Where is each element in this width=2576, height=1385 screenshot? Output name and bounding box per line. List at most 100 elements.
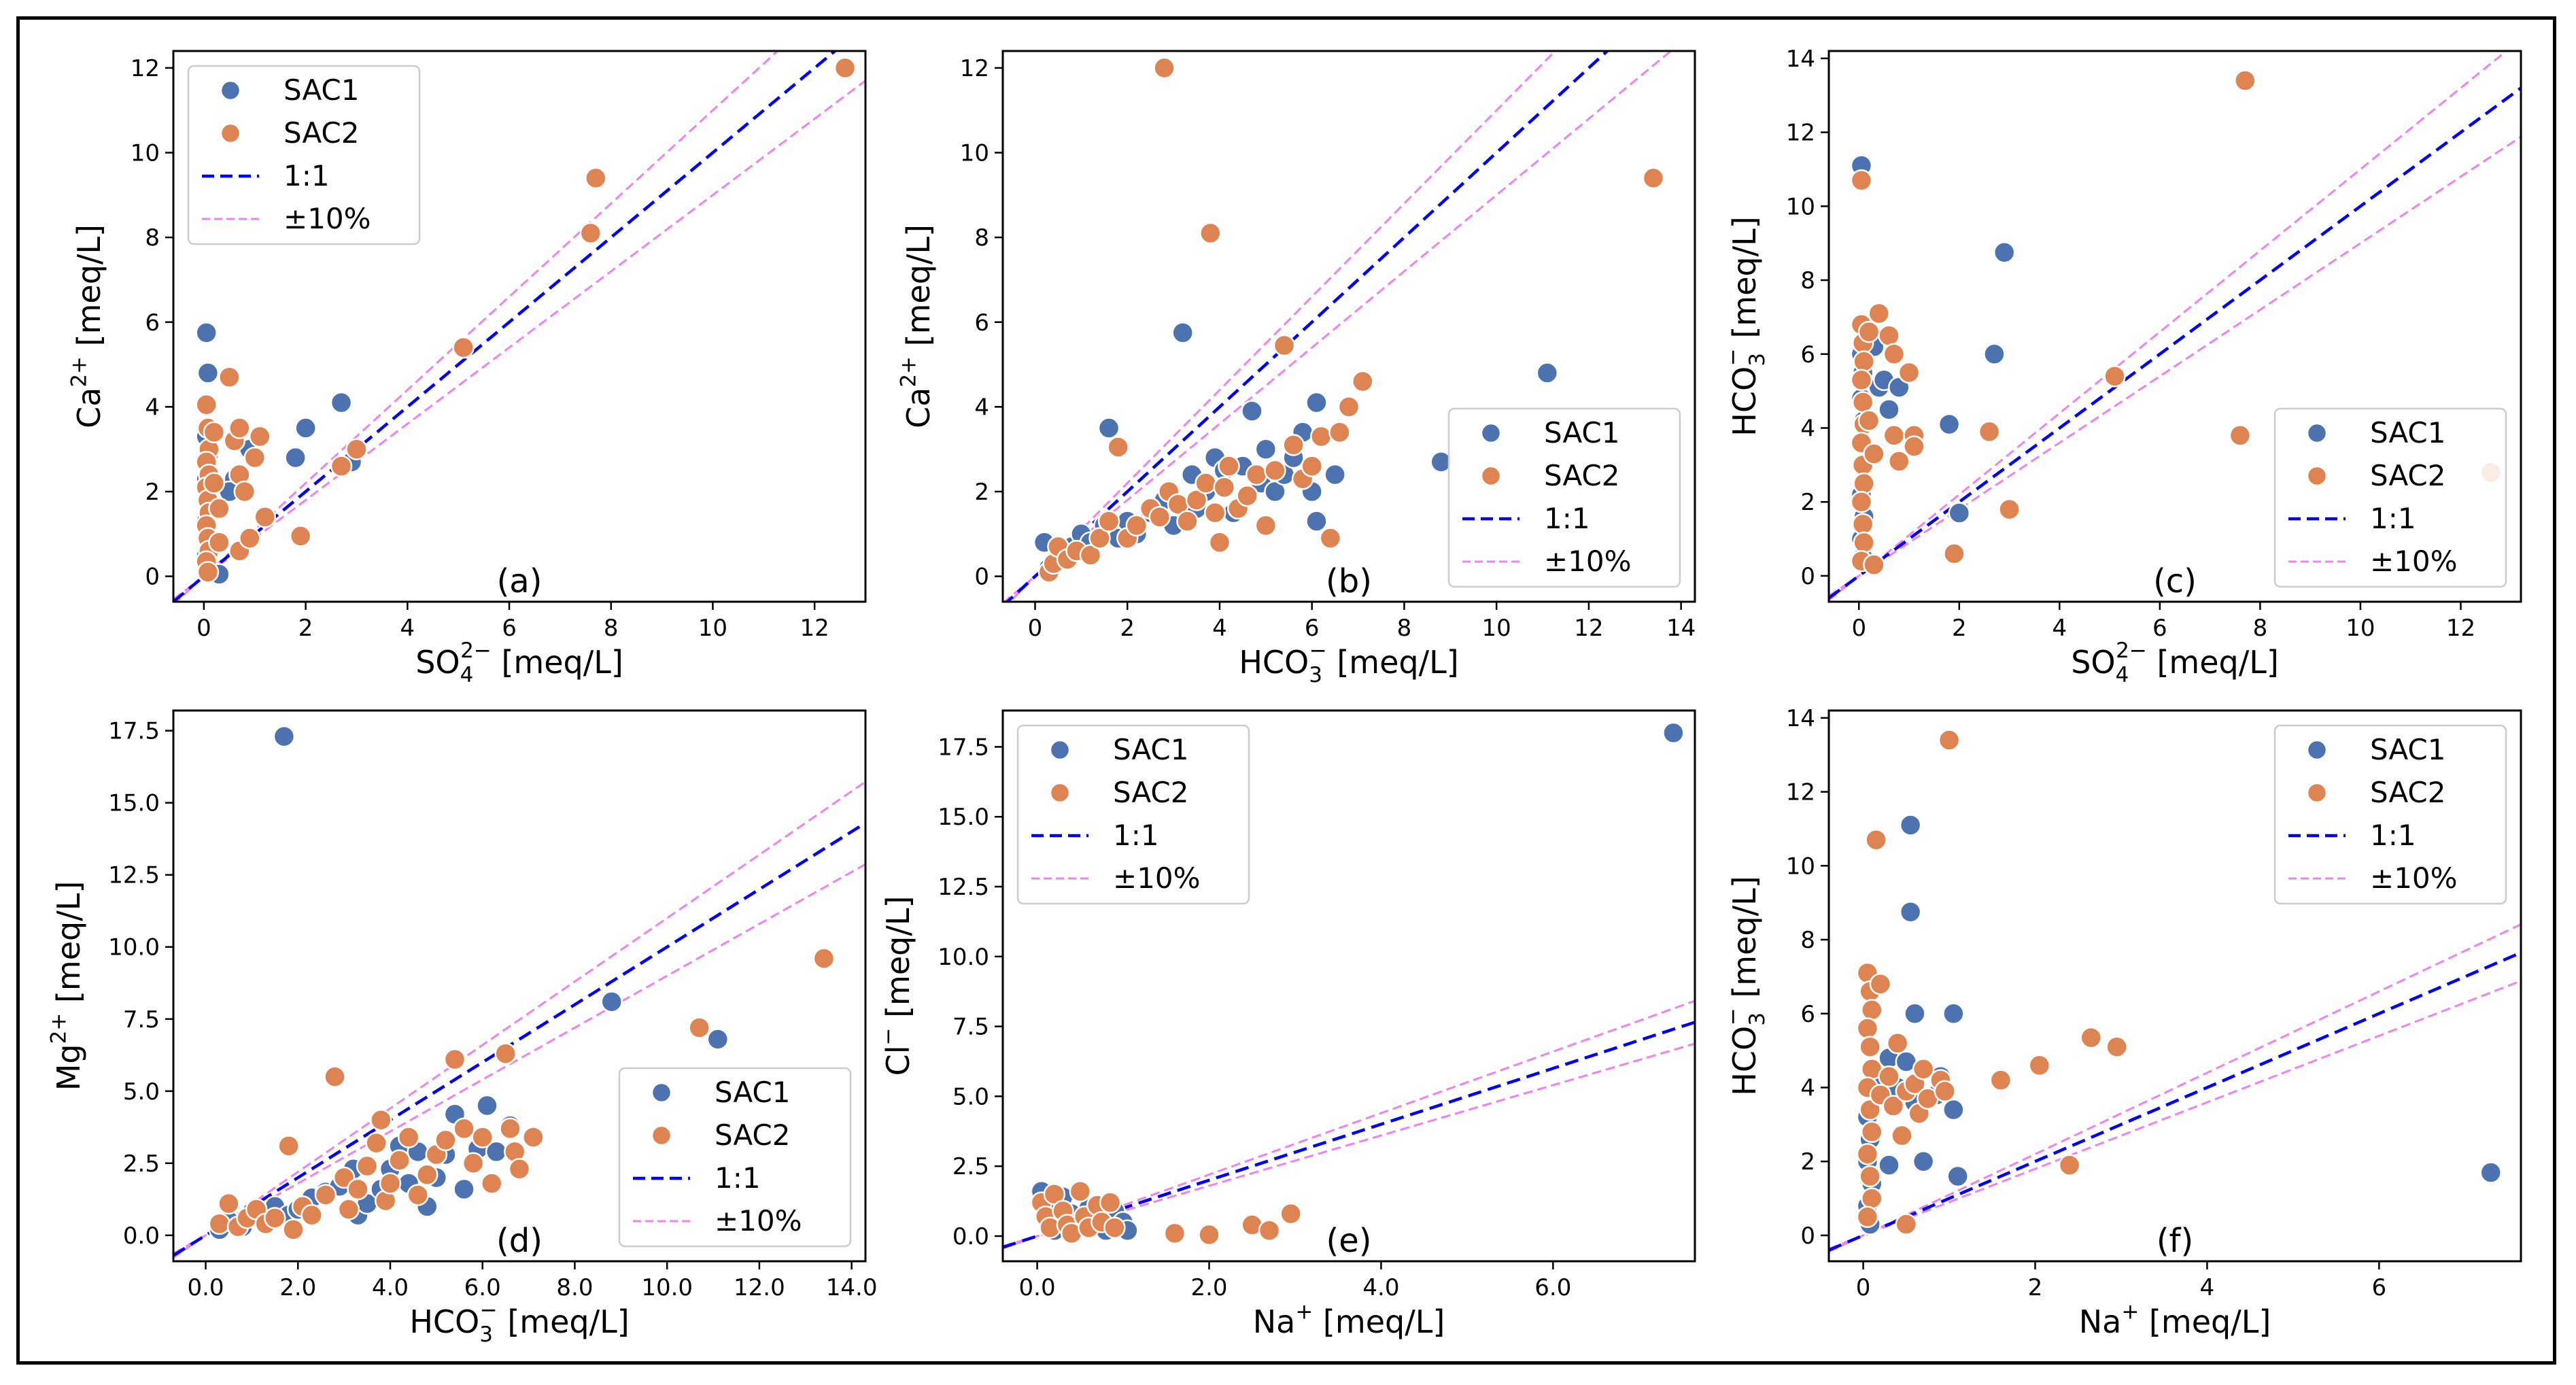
legend-label-one-to-one: 1:1 xyxy=(284,159,330,192)
data-point-sac1 xyxy=(330,391,353,414)
data-point-sac2 xyxy=(1895,1213,1918,1235)
data-point-sac2 xyxy=(579,222,602,245)
y-tick-label: 10 xyxy=(1786,853,1815,880)
data-point-sac2 xyxy=(370,1108,392,1131)
x-tick-label: 8 xyxy=(604,615,619,642)
series-sac2 xyxy=(208,947,836,1241)
panel-label: (f) xyxy=(2157,1222,2193,1260)
data-point-sac1 xyxy=(476,1094,498,1117)
data-point-sac1 xyxy=(1899,814,1922,836)
axes-frame xyxy=(1827,50,2522,603)
legend-label-sac2: SAC2 xyxy=(284,116,359,150)
data-point-sac2 xyxy=(1943,543,1965,565)
y-tick-label: 14 xyxy=(1786,46,1815,73)
data-point-sac1 xyxy=(1904,1002,1926,1025)
legend-label-sac2: SAC2 xyxy=(2370,776,2445,809)
x-axis-label: SO42− [meq/L] xyxy=(2071,638,2279,687)
data-point-sac2 xyxy=(1218,455,1240,477)
data-point-sac2 xyxy=(203,472,226,494)
x-tick-label: 0 xyxy=(196,615,211,642)
data-point-sac2 xyxy=(1851,513,1874,536)
x-tick-label: 4 xyxy=(400,615,415,642)
data-point-sac2 xyxy=(1310,425,1333,448)
legend-marker-sac1 xyxy=(651,1082,672,1104)
data-point-sac2 xyxy=(2080,1026,2102,1049)
data-point-sac2 xyxy=(585,167,607,190)
y-tick-label: 6 xyxy=(1800,341,1815,369)
data-point-sac2 xyxy=(1856,1143,1879,1165)
legend-label-one-to-one: 1:1 xyxy=(2370,819,2416,852)
panel-label: (e) xyxy=(1326,1222,1372,1260)
band-minus-10-line xyxy=(173,80,865,600)
data-point-sac2 xyxy=(195,394,218,416)
y-tick-label: 10.0 xyxy=(938,944,989,971)
legend-label-band-10: ±10% xyxy=(284,202,371,235)
y-tick-label: 6 xyxy=(974,309,989,337)
y-tick-label: 8 xyxy=(1800,267,1815,294)
data-point-sac2 xyxy=(1208,531,1231,554)
legend-label-band-10: ±10% xyxy=(1544,545,1632,578)
data-point-sac1 xyxy=(1254,438,1277,460)
y-tick-label: 10.0 xyxy=(108,934,160,961)
chart-panel-e: 0.0 2.0 4.0 6.0 0.0 2.5 5.0 7.5 10.0 12.5 15.0 17.5… xyxy=(876,709,1696,1340)
y-tick-label: 5.0 xyxy=(123,1078,160,1106)
data-point-sac2 xyxy=(1883,343,1906,366)
x-tick-label: 6 xyxy=(1305,615,1320,642)
data-point-sac2 xyxy=(1897,361,1921,384)
data-point-sac2 xyxy=(1264,459,1286,482)
data-point-sac2 xyxy=(218,1192,240,1215)
data-point-sac2 xyxy=(1878,1065,1900,1088)
y-tick-label: 8 xyxy=(974,224,989,252)
data-point-sac2 xyxy=(812,947,836,970)
data-point-sac2 xyxy=(1860,1187,1883,1210)
y-tick-label: 0 xyxy=(145,564,160,591)
x-tick-label: 0.0 xyxy=(1019,1274,1056,1301)
reference-lines xyxy=(1829,923,2521,1253)
chart-panel-b: 0 2 4 6 8 10 12 14 0 2 4 6 8 10 12 HCO3− [meq/L] Ca2+ [m… xyxy=(896,50,1696,687)
legend-box xyxy=(187,65,421,245)
x-tick-label: 10 xyxy=(698,615,727,642)
series-sac2 xyxy=(1037,56,1665,583)
legend-box xyxy=(2273,407,2507,588)
data-point-sac1 xyxy=(1305,391,1328,414)
data-point-sac2 xyxy=(471,1126,494,1148)
legend-marker-sac1 xyxy=(1049,739,1071,761)
y-tick-label: 15.0 xyxy=(938,804,989,831)
data-point-sac2 xyxy=(1853,472,1875,495)
data-point-sac2 xyxy=(1280,1202,1302,1225)
data-point-sac2 xyxy=(1850,369,1873,392)
x-tick-label: 4.0 xyxy=(372,1274,409,1301)
data-point-sac1 xyxy=(1899,901,1922,923)
data-point-sac2 xyxy=(1319,527,1342,549)
data-point-sac1 xyxy=(1878,1154,1900,1176)
data-point-sac1 xyxy=(1097,417,1120,439)
panel-label: (a) xyxy=(497,562,543,600)
data-point-sac2 xyxy=(1869,973,1892,995)
data-point-sac1 xyxy=(1171,322,1194,344)
y-tick-label: 2.5 xyxy=(123,1150,160,1178)
x-axis-label: Na+ [meq/L] xyxy=(2079,1299,2271,1340)
data-point-sac2 xyxy=(330,455,353,477)
x-tick-label: 6.0 xyxy=(464,1274,501,1301)
panel-label: (d) xyxy=(496,1222,543,1260)
y-tick-label: 10 xyxy=(131,140,160,167)
chart-panel-d: 0.0 2.0 4.0 6.0 8.0 10.0 12.0 14.0 0.0 2.5 5.0 7.5 1… xyxy=(46,709,877,1347)
x-tick-label: 14 xyxy=(1666,615,1696,642)
data-point-sac2 xyxy=(345,438,368,460)
data-point-sac1 xyxy=(706,1028,729,1050)
data-point-sac2 xyxy=(1273,334,1296,357)
legend-marker-sac2 xyxy=(220,122,241,144)
data-point-sac2 xyxy=(443,1048,466,1071)
x-tick-label: 0 xyxy=(1851,615,1866,642)
data-point-sac2 xyxy=(499,1117,521,1140)
y-tick-label: 12 xyxy=(960,55,989,82)
data-point-sac2 xyxy=(2028,1054,2051,1077)
y-tick-label: 17.5 xyxy=(938,734,989,761)
data-point-sac2 xyxy=(1865,829,1887,851)
data-point-sac1 xyxy=(2479,1161,2502,1184)
data-point-sac2 xyxy=(254,506,276,528)
data-point-sac2 xyxy=(1857,320,1881,343)
data-point-sac2 xyxy=(1328,421,1351,444)
data-point-sac2 xyxy=(1163,1222,1186,1245)
data-point-sac2 xyxy=(1883,424,1906,447)
